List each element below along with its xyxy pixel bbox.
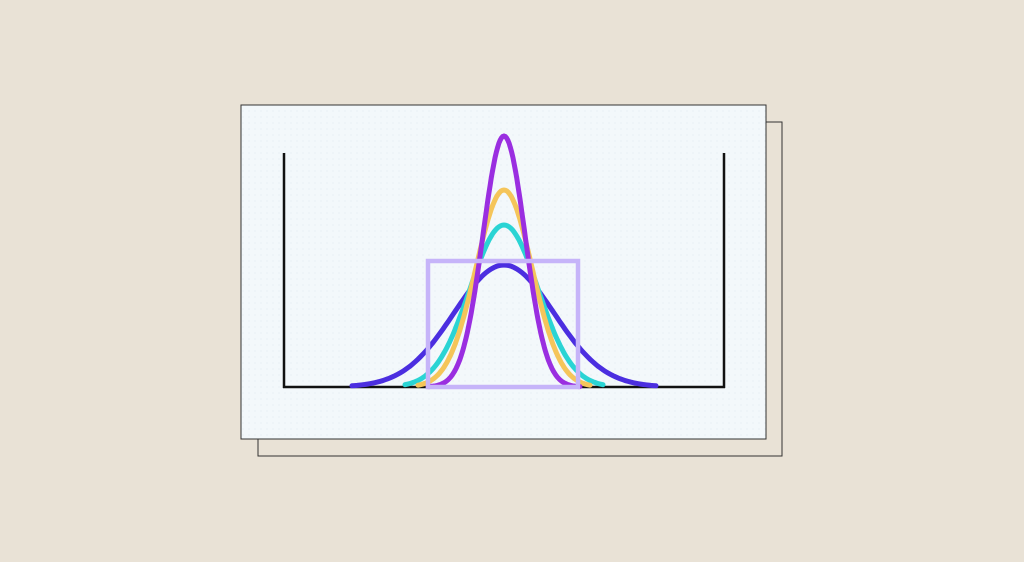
bell-curve <box>349 262 659 389</box>
bell-curve <box>415 187 593 388</box>
card <box>240 104 767 440</box>
uniform-box <box>425 258 581 390</box>
bell-curve <box>425 133 583 390</box>
curves <box>349 133 659 390</box>
bell-curve <box>402 222 606 388</box>
